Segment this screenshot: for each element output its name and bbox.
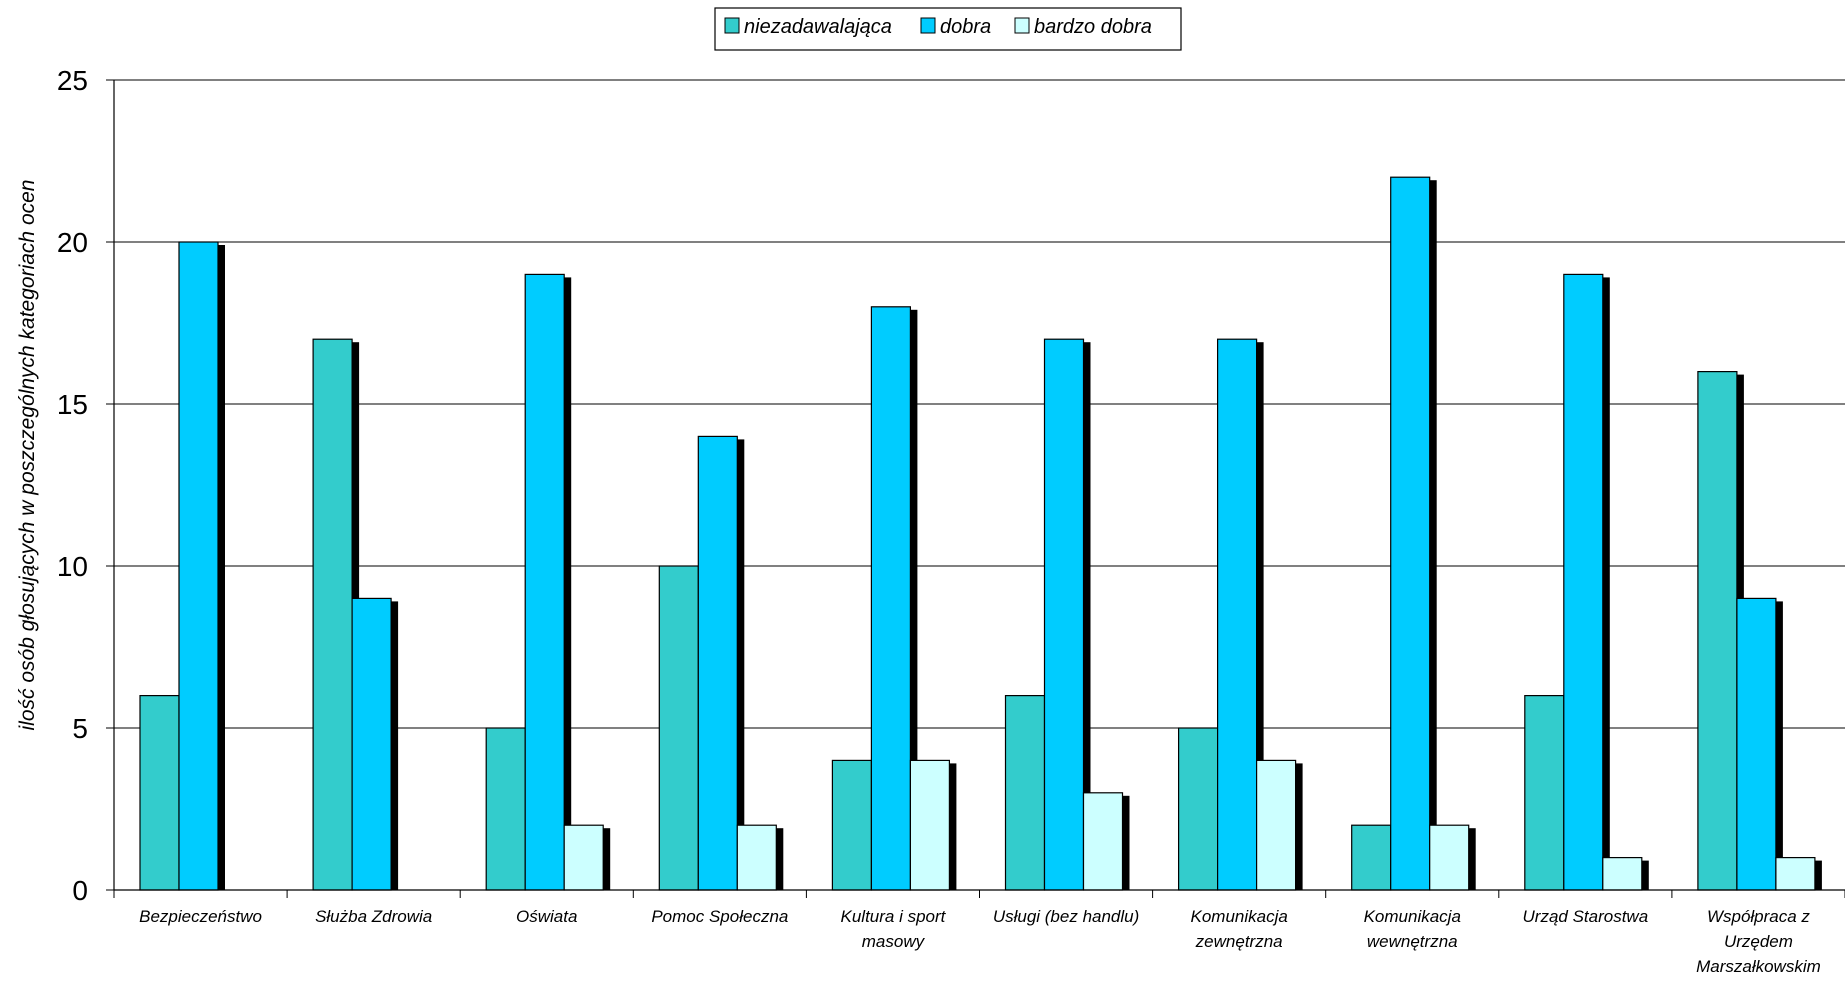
axis-labels: 0 5 10 15 20 25 Bezpieczeństwo Służba Zdrowia Oś…	[57, 65, 1821, 976]
bar	[1351, 824, 1392, 891]
bar	[1736, 597, 1777, 891]
x-category-label: Komunikacja zewnętrzna	[1190, 907, 1287, 951]
bar	[1004, 694, 1046, 891]
bar	[1082, 792, 1124, 891]
bar	[1563, 273, 1604, 891]
bar	[1697, 371, 1738, 891]
bar	[1216, 338, 1258, 891]
legend-label: dobra	[940, 16, 991, 38]
x-category-label: Kultura i sport masowy	[841, 907, 947, 951]
legend: niezadawalająca dobra bardzo dobra	[714, 7, 1182, 51]
y-tick-label: 20	[57, 227, 88, 258]
y-tick-label: 10	[57, 551, 88, 582]
bar	[1177, 727, 1219, 891]
legend-label: niezadawalająca	[744, 16, 892, 38]
legend-swatch	[1014, 17, 1030, 34]
legend-swatch	[920, 17, 936, 34]
bar	[524, 273, 565, 891]
bar	[1043, 338, 1085, 891]
x-category-label: Urząd Starostwa	[1523, 907, 1649, 926]
x-category-label: Pomoc Społeczna	[651, 907, 788, 926]
bar	[485, 727, 526, 891]
bars	[139, 176, 1822, 891]
x-category-label: Służba Zdrowia	[315, 907, 432, 926]
x-category-label: Komunikacja wewnętrzna	[1364, 907, 1461, 951]
bar	[351, 597, 392, 891]
x-category-label: Oświata	[516, 907, 577, 926]
x-category-label: Usługi (bez handlu)	[993, 907, 1139, 926]
axes	[106, 79, 1845, 898]
legend-box	[714, 7, 1182, 51]
bar	[1602, 856, 1643, 891]
bar	[1775, 856, 1816, 891]
x-category-label: Współpraca z Urzędem Marszałkowskim	[1696, 907, 1821, 976]
bar	[312, 338, 353, 891]
bar	[831, 759, 873, 891]
bar	[1524, 694, 1565, 891]
bar	[1429, 824, 1470, 891]
y-axis-title: ilość osób głosujących w poszczególnych …	[16, 180, 39, 731]
bar	[1390, 176, 1431, 891]
bar	[178, 241, 219, 891]
bar	[563, 824, 604, 891]
bar	[697, 435, 738, 891]
legend-swatch	[724, 17, 740, 34]
bar	[1255, 759, 1297, 891]
bar	[909, 759, 951, 891]
bar	[870, 306, 912, 891]
x-category-label: Bezpieczeństwo	[139, 907, 262, 926]
y-tick-label: 25	[57, 65, 88, 96]
bar	[139, 694, 180, 891]
y-tick-label: 0	[72, 875, 88, 906]
bar	[736, 824, 777, 891]
legend-label: bardzo dobra	[1034, 16, 1152, 38]
y-tick-label: 15	[57, 389, 88, 420]
bar	[658, 565, 699, 891]
y-tick-label: 5	[72, 713, 88, 744]
